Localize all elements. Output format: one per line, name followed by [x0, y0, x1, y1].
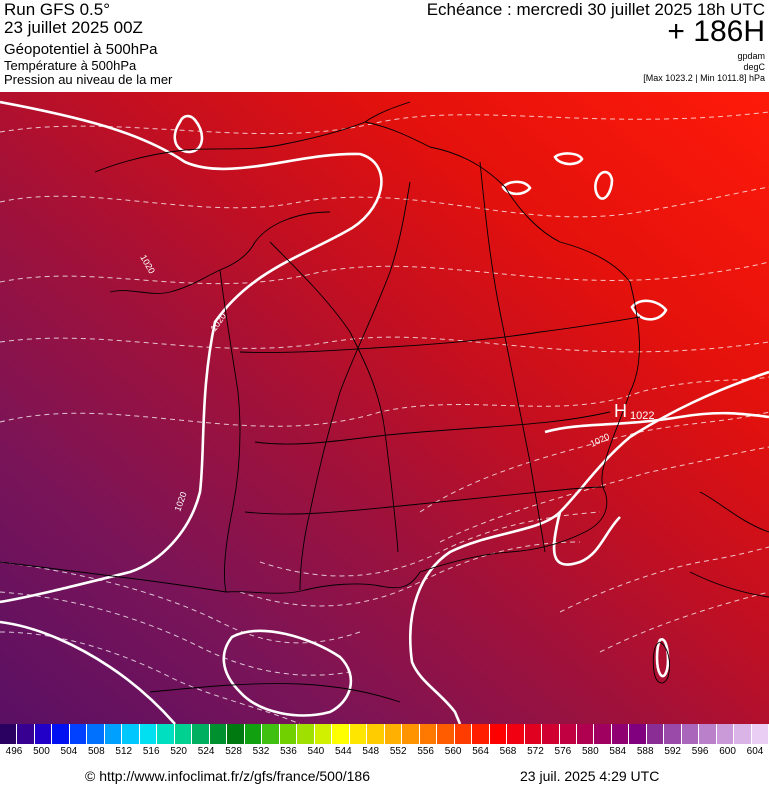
color-swatch: [227, 724, 245, 744]
color-swatch: [52, 724, 70, 744]
color-swatch: [384, 724, 403, 744]
color-swatch: [122, 724, 140, 744]
color-scale-tick: 544: [334, 746, 352, 757]
color-swatch: [751, 724, 769, 744]
color-scale-tick: 600: [719, 746, 736, 757]
parameter-geopotential: Géopotentiel à 500hPa: [4, 41, 158, 58]
color-swatch: [17, 724, 35, 744]
color-swatch: [349, 724, 368, 744]
color-swatch: [367, 724, 385, 744]
color-swatch: [629, 724, 647, 744]
color-swatch: [157, 724, 175, 744]
color-swatch: [209, 724, 228, 744]
forecast-validity: Echéance : mercredi 30 juillet 2025 18h …: [426, 0, 765, 19]
run-date: 23 juillet 2025 00Z: [4, 18, 143, 37]
color-scale-tick: 504: [60, 746, 78, 757]
color-swatch: [542, 724, 560, 744]
color-scale-tick: 528: [225, 746, 242, 757]
color-swatch: [507, 724, 525, 744]
color-scale-tick: 508: [87, 746, 105, 757]
high-pressure-label: H: [614, 401, 627, 421]
color-scale-tick: 532: [252, 746, 270, 757]
color-scale-tick: 592: [664, 746, 681, 757]
color-swatch: [646, 724, 665, 744]
pressure-max-min: [Max 1023.2 | Min 1011.8] hPa: [643, 73, 765, 83]
color-scale-ticks: 496 500 504 508 512 516 520 524 528 532 536 540 544 5…: [0, 747, 769, 761]
color-swatch: [279, 724, 298, 744]
color-swatch: [314, 724, 333, 744]
color-swatch: [262, 724, 280, 744]
color-swatch: [437, 724, 455, 744]
color-scale-tick: 604: [746, 746, 764, 757]
high-pressure-value: 1022: [630, 410, 654, 422]
color-swatch: [489, 724, 508, 744]
color-swatch: [297, 724, 315, 744]
color-swatch: [734, 724, 752, 744]
color-swatch: [611, 724, 630, 744]
weather-map: 1020 1020 1020 1020 H 1022: [0, 92, 769, 724]
color-swatch: [594, 724, 612, 744]
footer-source-url[interactable]: © http://www.infoclimat.fr/z/gfs/france/…: [85, 768, 370, 784]
sea-level-pressure-isobars: [0, 100, 769, 724]
color-swatch: [419, 724, 438, 744]
color-scale-tick: 520: [170, 746, 187, 757]
color-scale-tick: 496: [5, 746, 23, 757]
color-scale-tick: 560: [444, 746, 462, 757]
color-scale-bar: [0, 724, 769, 745]
color-swatch: [472, 724, 490, 744]
color-scale-tick: 596: [691, 746, 709, 757]
color-scale-tick: 540: [307, 746, 325, 757]
color-scale-tick: 576: [554, 746, 572, 757]
geopotential-field: [0, 92, 769, 724]
color-scale-tick: 524: [197, 746, 215, 757]
color-swatch: [402, 724, 420, 744]
color-swatch: [0, 724, 18, 744]
unit-degc: degC: [743, 62, 765, 72]
color-scale-tick: 564: [472, 746, 489, 757]
color-scale-tick: 516: [142, 746, 160, 757]
color-swatch: [139, 724, 158, 744]
temperature-isotherms: [0, 111, 769, 724]
parameter-pressure: Pression au niveau de la mer: [4, 72, 173, 87]
color-scale-tick: 572: [527, 746, 544, 757]
color-swatch: [524, 724, 543, 744]
color-swatch: [559, 724, 577, 744]
color-swatch: [454, 724, 473, 744]
run-title: Run GFS 0.5°: [4, 0, 111, 19]
color-swatch: [576, 724, 595, 744]
parameter-temperature: Température à 500hPa: [4, 58, 137, 73]
color-scale-tick: 552: [389, 746, 407, 757]
high-pressure-center: H 1022: [614, 401, 654, 422]
color-scale-tick: 588: [636, 746, 654, 757]
color-swatch: [174, 724, 193, 744]
color-scale-tick: 584: [609, 746, 627, 757]
color-swatch: [69, 724, 88, 744]
unit-gpdam: gpdam: [737, 51, 765, 61]
lead-time: + 186H: [667, 15, 765, 48]
color-swatch: [104, 724, 123, 744]
footer-timestamp: 23 juil. 2025 4:29 UTC: [520, 768, 660, 784]
color-scale-tick: 536: [280, 746, 297, 757]
color-scale-tick: 580: [581, 746, 599, 757]
coastlines-and-borders: [0, 101, 769, 703]
color-swatch: [34, 724, 53, 744]
color-swatch: [244, 724, 263, 744]
color-swatch: [716, 724, 735, 744]
color-swatch: [192, 724, 210, 744]
color-swatch: [681, 724, 700, 744]
color-scale-tick: 512: [115, 746, 133, 757]
color-swatch: [332, 724, 350, 744]
color-scale-tick: 556: [417, 746, 434, 757]
color-swatch: [699, 724, 717, 744]
color-swatch: [87, 724, 105, 744]
color-scale-tick: 548: [362, 746, 380, 757]
color-scale-tick: 568: [499, 746, 517, 757]
color-scale-tick: 500: [33, 746, 50, 757]
color-swatch: [664, 724, 682, 744]
